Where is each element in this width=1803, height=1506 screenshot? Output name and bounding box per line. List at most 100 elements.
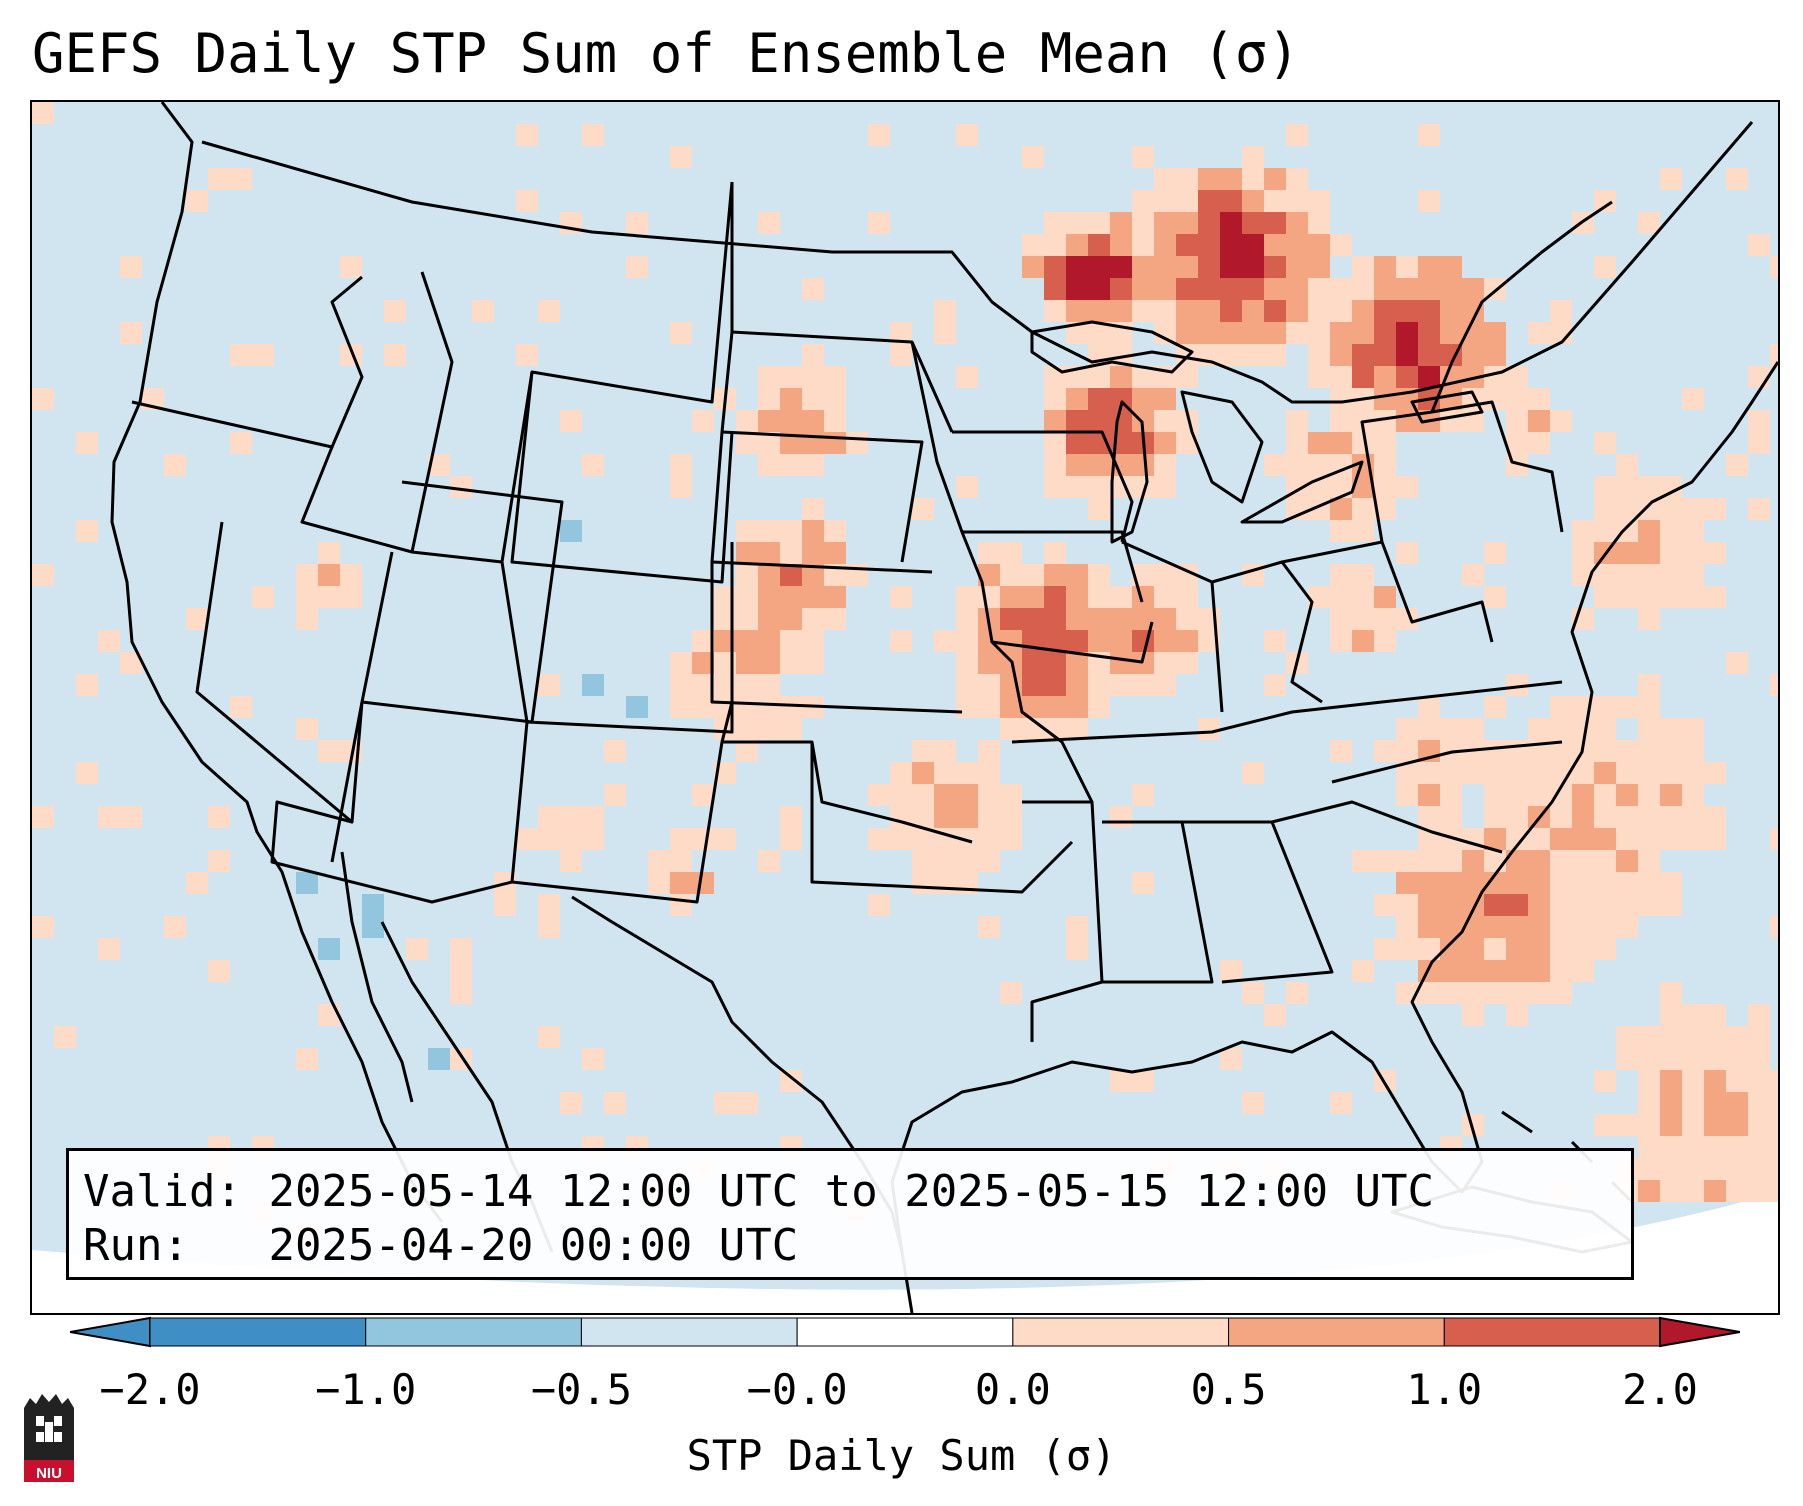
stp-grid-cell [1022, 586, 1044, 608]
stp-grid-cell [1330, 366, 1352, 388]
stp-grid-cell [758, 564, 780, 586]
stp-grid-cell [384, 300, 406, 322]
stp-grid-cell [1594, 586, 1616, 608]
stp-grid-cell [1550, 872, 1572, 894]
stp-grid-cell [1682, 806, 1704, 828]
stp-grid-cell [1528, 850, 1550, 872]
stp-grid-cell [1154, 300, 1176, 322]
stp-grid-cell [956, 124, 978, 146]
stp-grid-cell [1418, 916, 1440, 938]
stp-grid-cell [1154, 212, 1176, 234]
stp-grid-cell [1770, 256, 1778, 278]
stp-grid-cell [1638, 1070, 1660, 1092]
stp-grid-cell [1726, 168, 1748, 190]
stp-grid-cell [1154, 168, 1176, 190]
stp-grid-cell [1396, 476, 1418, 498]
stp-grid-cell [1660, 1026, 1682, 1048]
stp-grid-cell [1352, 498, 1374, 520]
stp-grid-cell [1330, 454, 1352, 476]
stp-grid-cell [1374, 454, 1396, 476]
stp-grid-cell [1638, 1136, 1660, 1158]
stp-grid-cell [1462, 762, 1484, 784]
stp-grid-cell [1000, 828, 1022, 850]
stp-grid-cell [1550, 960, 1572, 982]
stp-grid-cell [1638, 1114, 1660, 1136]
stp-grid-cell [1220, 278, 1242, 300]
stp-grid-cell [1066, 388, 1088, 410]
stp-grid-cell [1066, 322, 1088, 344]
stp-grid-cell [670, 652, 692, 674]
stp-grid-cell [296, 872, 318, 894]
stp-grid-cell [1616, 696, 1638, 718]
stp-grid-cell [516, 124, 538, 146]
stp-grid-cell [1044, 432, 1066, 454]
stp-grid-cell [472, 300, 494, 322]
stp-grid-cell [1594, 498, 1616, 520]
stp-grid-cell [516, 190, 538, 212]
stp-grid-cell [1638, 1026, 1660, 1048]
stp-grid-cell [1286, 278, 1308, 300]
stp-grid-cell [1352, 630, 1374, 652]
stp-grid-cell [1022, 674, 1044, 696]
stp-grid-cell [1330, 344, 1352, 366]
stp-grid-cell [1484, 894, 1506, 916]
stp-grid-cell [1506, 674, 1528, 696]
stp-grid-cell [1352, 850, 1374, 872]
stp-grid-cell [1110, 454, 1132, 476]
stp-grid-cell [1418, 190, 1440, 212]
stp-grid-cell [1418, 894, 1440, 916]
stp-grid-cell [1066, 718, 1088, 740]
stp-grid-cell [1132, 784, 1154, 806]
stp-grid-cell [1550, 828, 1572, 850]
stp-grid-cell [494, 1026, 516, 1048]
stp-grid-cell [1110, 586, 1132, 608]
stp-grid-cell [934, 850, 956, 872]
stp-grid-cell [1462, 322, 1484, 344]
stp-grid-cell [1308, 234, 1330, 256]
lake-ontario [1410, 390, 1484, 424]
stp-grid-cell [780, 828, 802, 850]
stp-grid-cell [1066, 454, 1088, 476]
stp-grid-cell [1308, 278, 1330, 300]
stp-grid-cell [1506, 850, 1528, 872]
stp-grid-cell [1704, 828, 1726, 850]
stp-grid-cell [1110, 256, 1132, 278]
stp-grid-cell [1176, 366, 1198, 388]
stp-grid-cell [1704, 806, 1726, 828]
stp-grid-cell [780, 806, 802, 828]
stp-grid-cell [1616, 916, 1638, 938]
stp-grid-cell [956, 366, 978, 388]
stp-grid-cell [1132, 366, 1154, 388]
stp-grid-cell [868, 784, 890, 806]
stp-grid-cell [1374, 850, 1396, 872]
stp-grid-cell [1176, 652, 1198, 674]
stp-grid-cell [406, 938, 428, 960]
stp-grid-cell [1000, 586, 1022, 608]
stp-grid-cell [1484, 586, 1506, 608]
stp-grid-cell [1660, 784, 1682, 806]
stp-grid-cell [1770, 674, 1778, 696]
stp-grid-cell [1308, 322, 1330, 344]
stp-grid-cell [1506, 388, 1528, 410]
stp-grid-cell [1770, 828, 1778, 850]
stp-grid-cell [1088, 278, 1110, 300]
stp-grid-cell [1396, 608, 1418, 630]
stp-grid-cell [296, 894, 318, 916]
stp-grid-cell [1066, 696, 1088, 718]
stp-grid-cell [1396, 542, 1418, 564]
stp-grid-cell [1088, 212, 1110, 234]
stp-grid-cell [1176, 234, 1198, 256]
stp-grid-cell [780, 608, 802, 630]
stp-grid-cell [1176, 630, 1198, 652]
stp-grid-cell [340, 586, 362, 608]
stp-grid-cell [1594, 256, 1616, 278]
stp-grid-cell [1594, 850, 1616, 872]
stp-grid-cell [1132, 212, 1154, 234]
stp-grid-cell [1066, 410, 1088, 432]
stp-grid-cell [1176, 300, 1198, 322]
stp-grid-cell [472, 1092, 494, 1114]
stp-grid-cell [1638, 1048, 1660, 1070]
stp-grid-cell [1528, 828, 1550, 850]
stp-grid-cell [516, 344, 538, 366]
stp-grid-cell [1682, 564, 1704, 586]
